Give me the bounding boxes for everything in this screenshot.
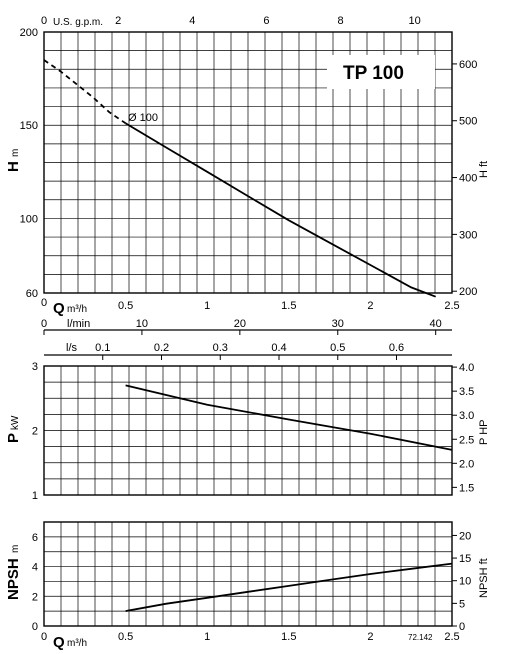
npsh-ft-axis-title: NPSH ft [478, 558, 490, 598]
npsh-axis-title: NPSH m [5, 545, 22, 600]
ls-tick-label: 0.2 [154, 342, 169, 354]
ls-tick-label: 0.3 [213, 342, 228, 354]
lmin-tick-label: 20 [234, 318, 246, 330]
p-hp-tick-label: 3.0 [459, 410, 474, 422]
h-tick-label: 150 [20, 120, 38, 132]
ls-tick-label: 0.1 [95, 342, 110, 354]
q-tick-label-bottom: 2.5 [444, 631, 459, 643]
q-tick-label: 0.5 [118, 300, 133, 312]
gpm-tick-label: 0 [41, 15, 47, 27]
p-axis-title: P kW [5, 415, 22, 443]
q-tick-label-bottom: 1 [204, 631, 210, 643]
impeller-label: Ø 100 [128, 112, 158, 124]
h-ft-tick-label: 500 [459, 116, 477, 128]
lmin-tick-label: 30 [332, 318, 344, 330]
q-tick-label: 0 [41, 297, 47, 309]
p-hp-axis-title: P HP [478, 420, 490, 445]
p-tick-label: 1 [32, 490, 38, 502]
q-axis-title-main: Q m³/h [53, 300, 87, 317]
npsh-tick-label: 0 [32, 621, 38, 633]
gpm-tick-label: 2 [115, 15, 121, 27]
npsh-ft-tick-label: 0 [459, 621, 465, 633]
h-ft-tick-label: 200 [459, 286, 477, 298]
npsh-ft-tick-label: 10 [459, 576, 471, 588]
npsh-tick-label: 4 [32, 562, 38, 574]
power-curve [125, 384, 453, 451]
model-title: TP 100 [343, 63, 404, 84]
q-tick-label-bottom: 1.5 [281, 631, 296, 643]
gpm-tick-label: 8 [337, 15, 343, 27]
svg-text:P: P [5, 433, 22, 443]
q-tick-label: 2.5 [444, 300, 459, 312]
svg-text:m³/h: m³/h [67, 638, 87, 649]
h-axis-title: H m [5, 149, 22, 172]
q-tick-label-bottom: 2 [367, 631, 373, 643]
gpm-tick-label: 10 [409, 15, 421, 27]
p-tick-label: 2 [32, 426, 38, 438]
p-hp-tick-label: 1.5 [459, 482, 474, 494]
npsh-ft-tick-label: 15 [459, 553, 471, 565]
p-hp-tick-label: 3.5 [459, 386, 474, 398]
figure-code: 72.142 [408, 633, 433, 642]
h-ft-tick-label: 300 [459, 229, 477, 241]
svg-text:Q: Q [53, 634, 65, 651]
lmin-axis-title: l/min [67, 318, 90, 330]
gpm-tick-label: 6 [263, 15, 269, 27]
svg-text:m: m [10, 149, 21, 157]
svg-text:m: m [10, 545, 21, 553]
head-curve-solid-segment [125, 122, 437, 298]
q-axis-title-bottom: Q m³/h [53, 634, 87, 651]
gpm-axis-title: U.S. g.p.m. [53, 17, 103, 28]
npsh-ft-tick-label: 20 [459, 530, 471, 542]
ls-axis-title: l/s [66, 342, 78, 354]
p-hp-tick-label: 4.0 [459, 362, 474, 374]
lmin-tick-label: 40 [430, 318, 442, 330]
p-tick-label: 3 [32, 361, 38, 373]
ls-tick-label: 0.4 [271, 342, 286, 354]
npsh-ft-tick-label: 5 [459, 598, 465, 610]
gpm-tick-label: 4 [189, 15, 195, 27]
model-badge-box [327, 55, 435, 89]
npsh-curve [125, 562, 453, 612]
lmin-tick-label: 10 [136, 318, 148, 330]
q-tick-label: 1.5 [281, 300, 296, 312]
ls-tick-label: 0.5 [330, 342, 345, 354]
npsh-tick-label: 6 [32, 532, 38, 544]
q-tick-label: 2 [367, 300, 373, 312]
q-tick-label-bottom: 0 [41, 631, 47, 643]
svg-text:kW: kW [10, 415, 21, 430]
p-hp-tick-label: 2.5 [459, 434, 474, 446]
npsh-tick-label: 2 [32, 591, 38, 603]
p-hp-tick-label: 2.0 [459, 458, 474, 470]
svg-text:H: H [5, 161, 22, 172]
svg-text:m³/h: m³/h [67, 304, 87, 315]
h-ft-axis-title: H ft [478, 161, 490, 178]
h-tick-label: 60 [26, 288, 38, 300]
h-ft-tick-label: 400 [459, 173, 477, 185]
lmin-tick-label: 0 [41, 318, 47, 330]
svg-text:NPSH: NPSH [5, 558, 22, 600]
h-tick-label: 100 [20, 213, 38, 225]
svg-text:Q: Q [53, 300, 65, 317]
q-tick-label-bottom: 0.5 [118, 631, 133, 643]
q-tick-label: 1 [204, 300, 210, 312]
ls-tick-label: 0.6 [389, 342, 404, 354]
h-ft-tick-label: 600 [459, 59, 477, 71]
h-tick-label: 200 [20, 27, 38, 39]
